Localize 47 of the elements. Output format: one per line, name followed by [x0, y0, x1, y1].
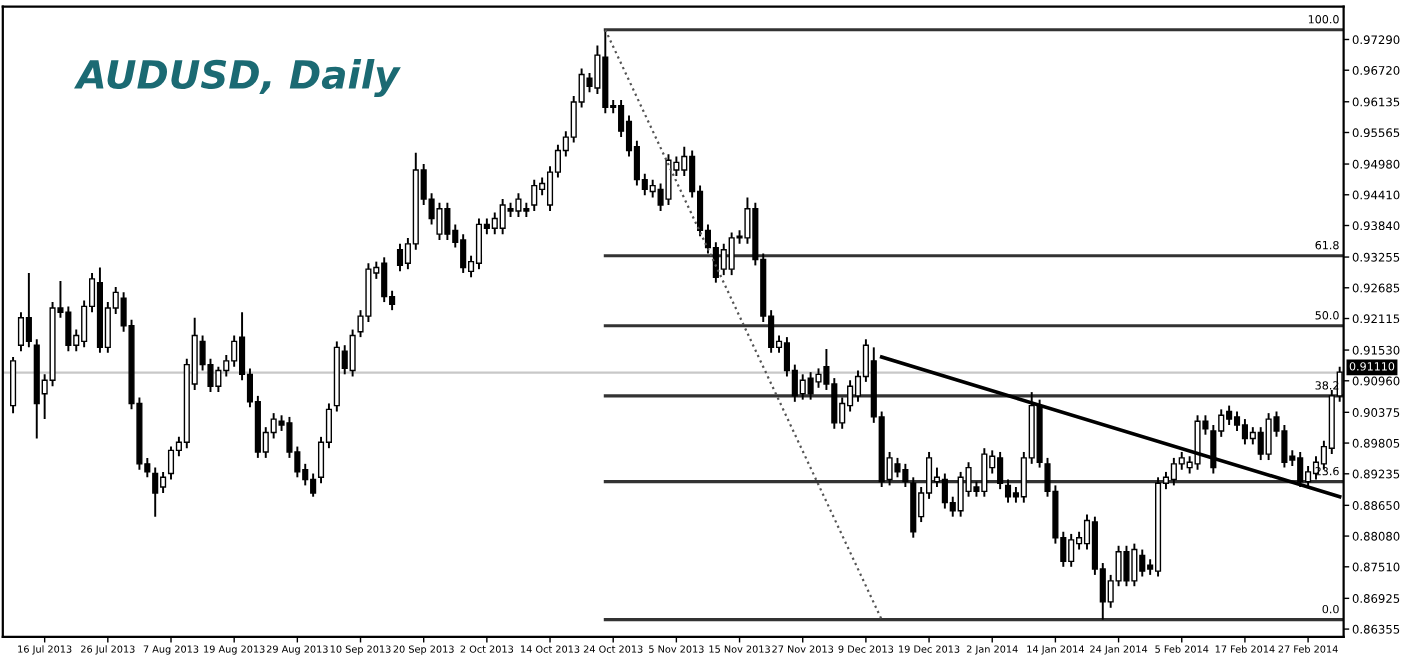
candlestick	[1265, 412, 1272, 462]
candlestick	[1131, 542, 1138, 588]
candlestick	[1123, 544, 1130, 588]
candlestick	[957, 470, 964, 518]
candlestick	[167, 445, 175, 481]
candlestick	[475, 217, 483, 271]
candlestick	[1281, 424, 1288, 469]
candlestick	[807, 371, 814, 401]
candlestick	[1194, 414, 1201, 471]
candlestick	[728, 231, 735, 277]
candlestick	[531, 178, 538, 212]
candlestick	[1257, 426, 1264, 462]
candlestick	[25, 271, 32, 349]
candlestick	[499, 198, 506, 236]
candlestick	[981, 447, 988, 498]
candlestick	[1170, 456, 1177, 487]
candlestick	[1233, 410, 1241, 432]
candlestick	[997, 450, 1004, 491]
candlestick	[665, 153, 672, 206]
candlestick	[460, 233, 467, 274]
candlestick	[381, 256, 388, 304]
candlestick	[799, 373, 806, 401]
candlestick	[310, 472, 317, 498]
candlestick	[491, 211, 498, 236]
candlestick	[1305, 465, 1312, 488]
candlestick	[65, 305, 72, 353]
candlestick	[1241, 418, 1248, 446]
candlestick	[515, 192, 522, 218]
candlestick	[941, 472, 948, 510]
text: AUDUSD, Daily	[74, 58, 401, 97]
candlestick	[396, 242, 404, 273]
candlestick	[1297, 450, 1304, 488]
candlestick	[444, 201, 451, 242]
candlestick	[1004, 478, 1012, 504]
candlestick	[1226, 404, 1233, 426]
candlestick	[160, 470, 167, 494]
candlestick	[215, 365, 222, 394]
candlestick	[17, 311, 25, 353]
candlestick	[902, 462, 909, 488]
candlestick	[720, 242, 727, 277]
candlestick	[436, 201, 443, 242]
candlestick	[231, 334, 238, 368]
candlestick	[894, 456, 901, 479]
candlestick	[1068, 532, 1075, 568]
candlestick	[1139, 548, 1146, 578]
candlestick	[10, 356, 17, 415]
candlestick	[152, 466, 159, 518]
